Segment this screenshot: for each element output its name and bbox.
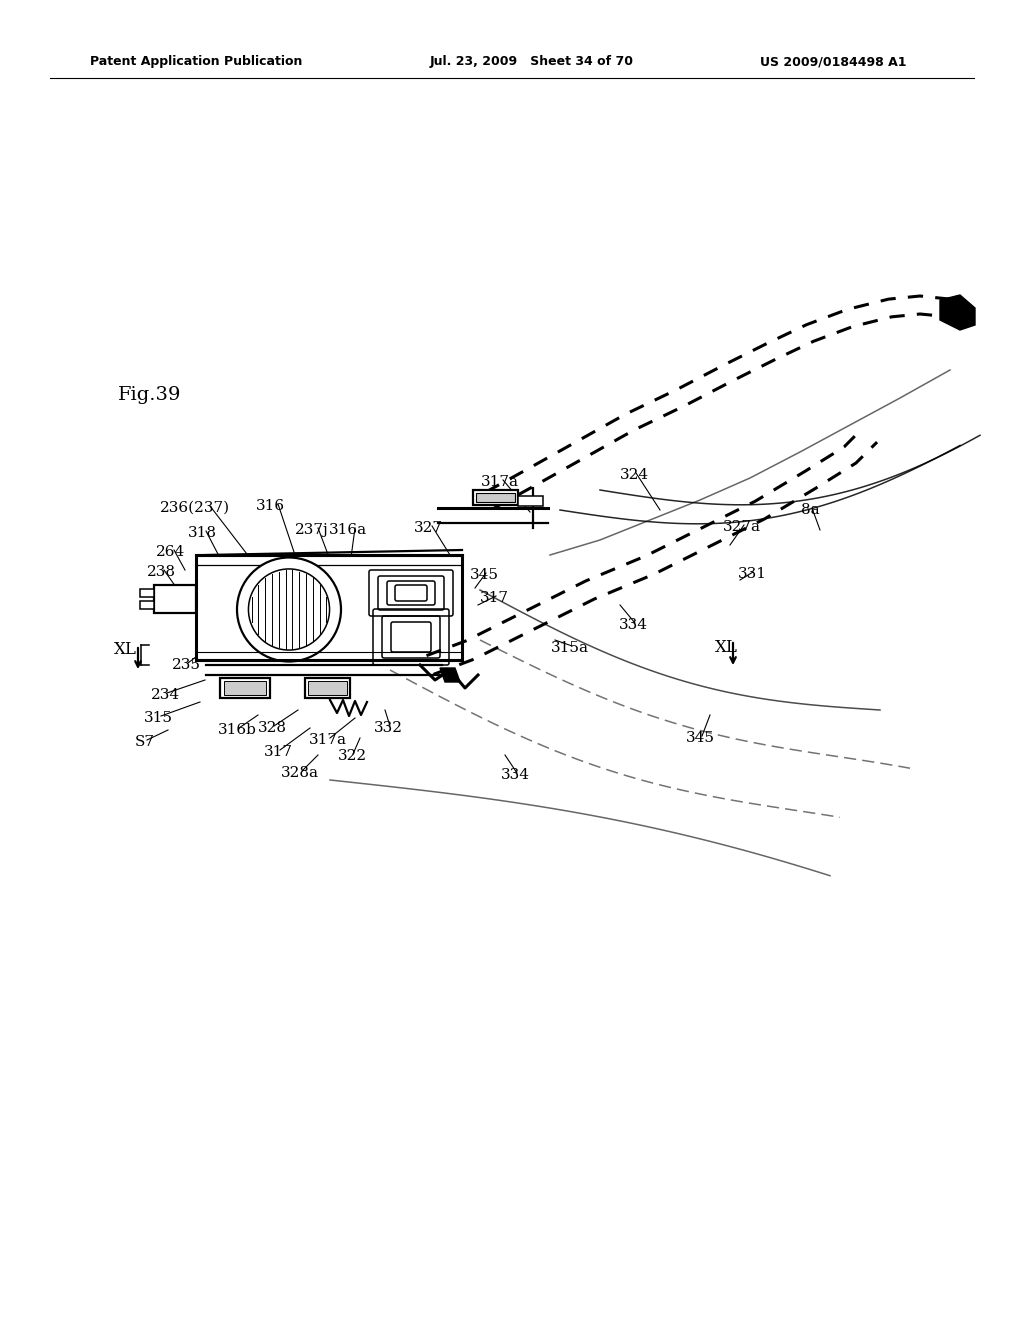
Text: 334: 334 [501,768,529,781]
Bar [220,678,270,698]
Bar [305,678,350,698]
Polygon shape [440,668,460,682]
Text: 317: 317 [263,744,293,759]
Bar [224,681,266,696]
Text: 315a: 315a [551,642,589,655]
Text: 317: 317 [479,591,509,605]
Text: S7: S7 [135,735,155,748]
Text: 332: 332 [374,721,402,735]
Bar [476,492,515,502]
Text: US 2009/0184498 A1: US 2009/0184498 A1 [760,55,906,69]
Text: 264: 264 [157,545,185,558]
Text: 316: 316 [255,499,285,513]
Text: Jul. 23, 2009   Sheet 34 of 70: Jul. 23, 2009 Sheet 34 of 70 [430,55,634,69]
Text: 324: 324 [620,469,648,482]
Bar [140,589,154,597]
Bar [473,490,518,506]
Text: 237j: 237j [295,523,329,537]
Bar [308,681,347,696]
Text: 327a: 327a [723,520,761,535]
Text: 322: 322 [338,748,367,763]
Text: 327: 327 [414,521,442,535]
Text: 316a: 316a [329,523,367,537]
Text: 328a: 328a [281,766,319,780]
Text: XL: XL [114,642,136,659]
Text: 317a: 317a [481,475,519,488]
Text: 331: 331 [737,568,767,581]
Text: 318: 318 [187,525,216,540]
Circle shape [237,557,341,661]
Bar [196,554,462,660]
Bar [154,585,196,612]
Text: 334: 334 [618,618,647,632]
Text: 235: 235 [171,657,201,672]
Text: 317a: 317a [309,733,347,747]
Text: XL: XL [715,639,737,656]
Text: 315: 315 [143,711,172,725]
Text: 8a: 8a [801,503,819,517]
Text: 234: 234 [151,688,179,702]
Text: Patent Application Publication: Patent Application Publication [90,55,302,69]
Text: 345: 345 [469,568,499,582]
Polygon shape [940,294,975,330]
Text: Fig.39: Fig.39 [118,385,181,404]
Text: 238: 238 [146,565,175,579]
Text: 236(237): 236(237) [160,502,230,515]
Text: 328: 328 [257,721,287,735]
Text: 316b: 316b [217,723,256,737]
Bar [140,601,154,609]
Bar [518,496,543,506]
Text: 345: 345 [685,731,715,744]
